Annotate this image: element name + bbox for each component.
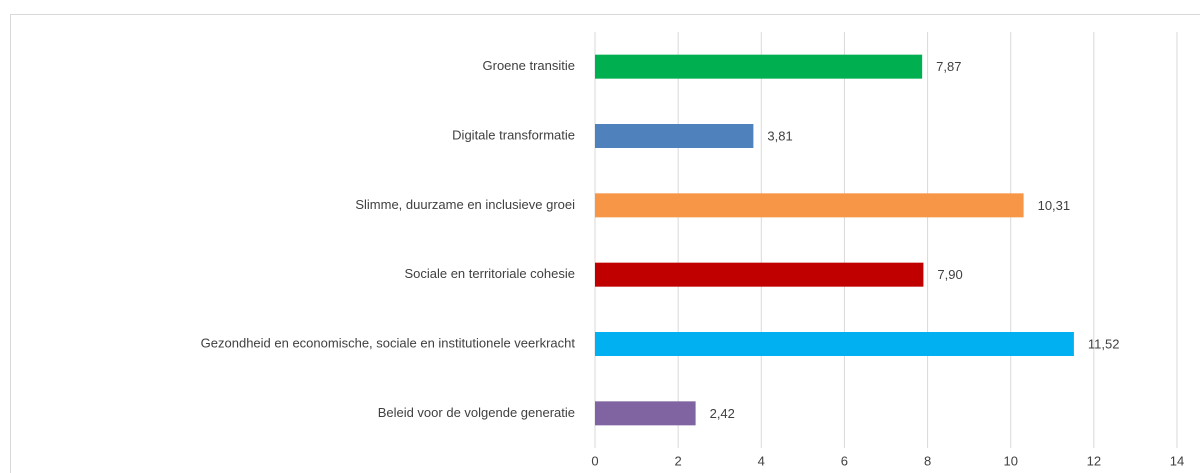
bar [595, 401, 696, 426]
y-tick-label: Slimme, duurzame en inclusieve groei [355, 197, 575, 212]
x-tick-label: 12 [1087, 453, 1101, 468]
x-tick-label: 8 [924, 453, 931, 468]
x-tick-label: 14 [1170, 453, 1184, 468]
bar [595, 193, 1024, 218]
bar [595, 332, 1074, 356]
y-tick-label: Gezondheid en economische, sociale en in… [201, 335, 576, 350]
y-tick-label: Beleid voor de volgende generatie [378, 405, 575, 420]
data-label: 7,87 [936, 59, 961, 74]
chart-border [10, 14, 1200, 473]
bar [595, 262, 924, 287]
x-tick-label: 10 [1003, 453, 1017, 468]
y-tick-label: Groene transitie [483, 58, 576, 73]
bar [595, 124, 754, 148]
x-tick-label: 2 [675, 453, 682, 468]
y-tick-label: Digitale transformatie [452, 127, 575, 142]
data-label: 2,42 [710, 406, 735, 421]
x-tick-label: 6 [841, 453, 848, 468]
x-tick-label: 4 [758, 453, 765, 468]
y-tick-label: Sociale en territoriale cohesie [404, 266, 575, 281]
data-label: 10,31 [1038, 198, 1071, 213]
data-label: 3,81 [767, 128, 792, 143]
data-label: 7,90 [937, 267, 962, 282]
data-label: 11,52 [1088, 336, 1120, 351]
x-tick-label: 0 [591, 453, 598, 468]
bar [595, 54, 923, 79]
